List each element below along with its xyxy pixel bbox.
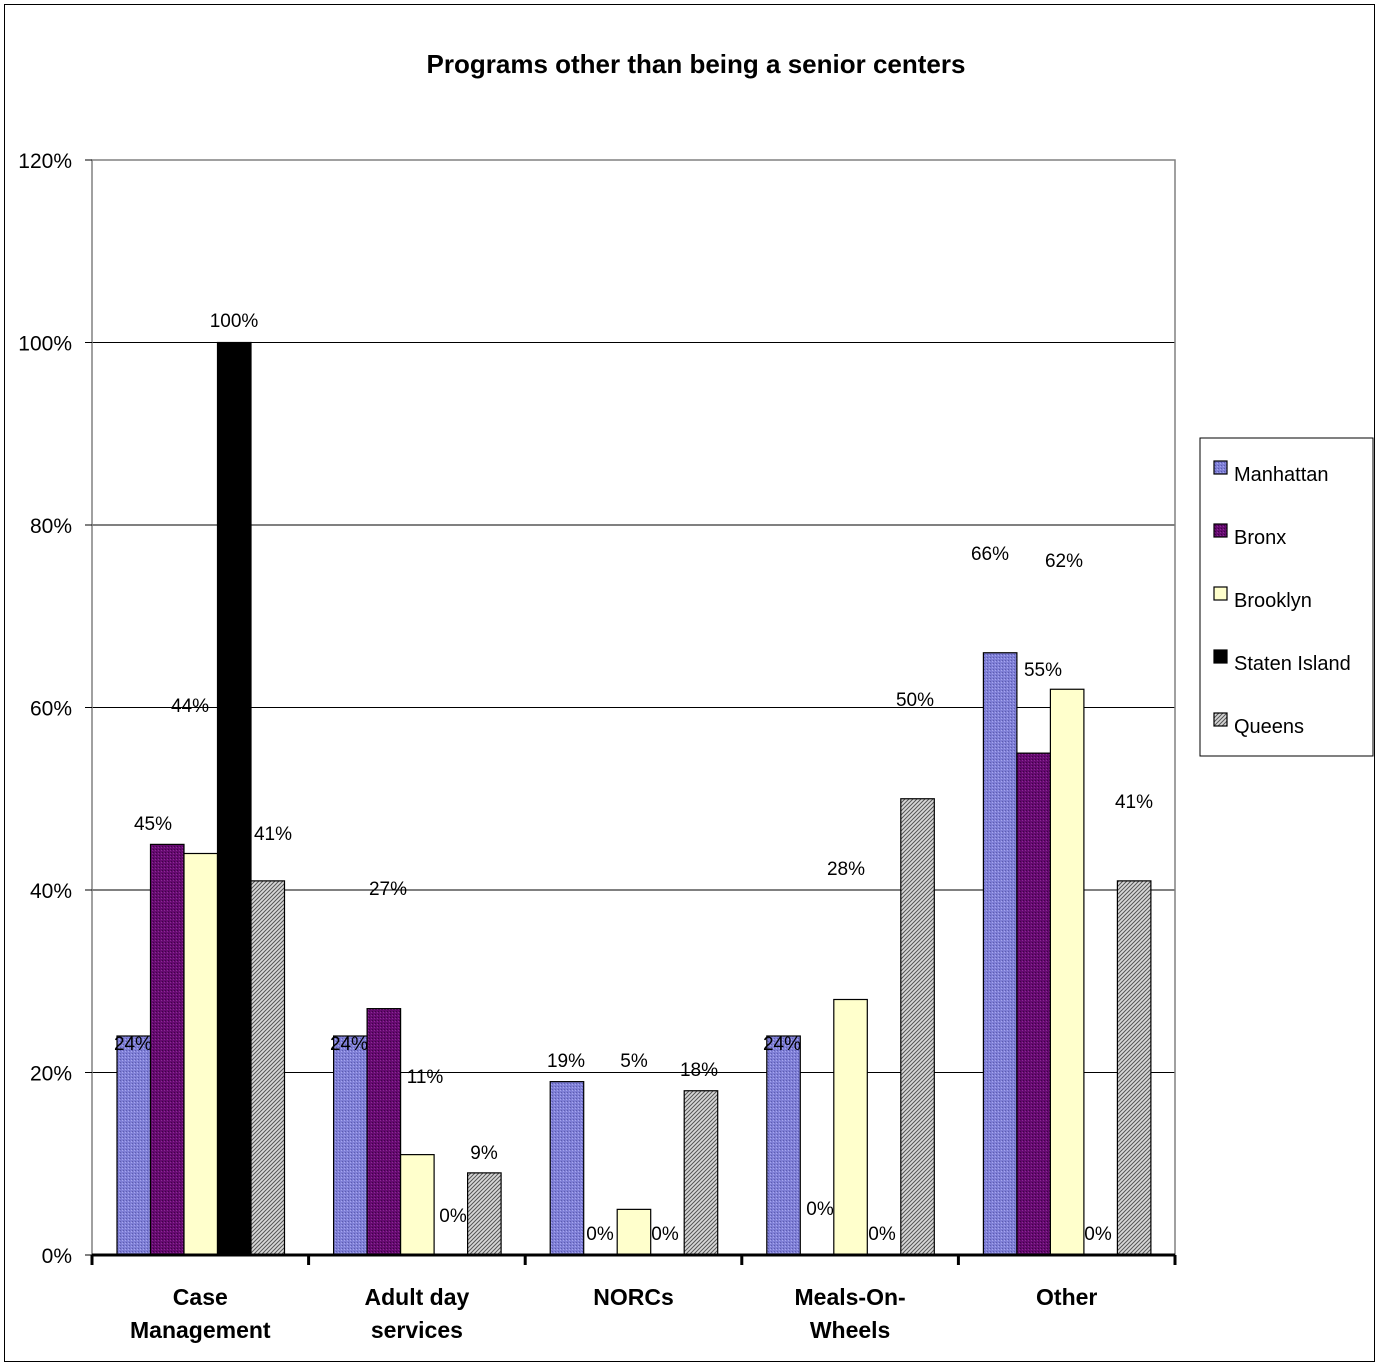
- legend-label: Staten Island: [1234, 653, 1351, 675]
- bar-brooklyn: [833, 998, 868, 1256]
- bar-brooklyn: [400, 1154, 435, 1256]
- legend-swatch: [1213, 586, 1228, 601]
- data-label: 24%: [330, 1034, 368, 1055]
- data-label: 5%: [620, 1051, 648, 1072]
- data-label: 11%: [407, 1067, 444, 1088]
- legend-box: [1199, 437, 1374, 757]
- legend-swatch: [1213, 523, 1228, 538]
- legend-swatch: [1213, 460, 1228, 475]
- bar-queens: [900, 798, 935, 1256]
- y-tick-label: 0%: [42, 1245, 72, 1268]
- data-label: 44%: [171, 696, 209, 717]
- x-tick-label: Case: [173, 1284, 228, 1310]
- legend-label: Bronx: [1234, 527, 1286, 549]
- chart-title: Programs other than being a senior cente…: [427, 49, 966, 79]
- data-label: 0%: [586, 1224, 614, 1245]
- bar-manhattan: [116, 1035, 152, 1256]
- data-label: 0%: [868, 1224, 896, 1245]
- data-label: 0%: [1084, 1224, 1112, 1245]
- y-tick-label: 60%: [30, 698, 72, 721]
- data-label: 0%: [439, 1206, 467, 1227]
- bar-manhattan: [549, 1081, 585, 1256]
- data-label: 28%: [827, 859, 865, 880]
- data-label: 45%: [134, 814, 172, 835]
- data-label: 18%: [680, 1060, 718, 1081]
- legend-swatch: [1213, 649, 1228, 664]
- y-tick-label: 120%: [18, 150, 72, 173]
- bar-brooklyn: [1049, 688, 1085, 1256]
- bar-queens: [1116, 880, 1152, 1256]
- bar-bronx: [149, 843, 185, 1256]
- bar-queens: [467, 1172, 502, 1256]
- bar-bronx: [366, 1008, 402, 1256]
- data-label: 50%: [896, 690, 934, 711]
- data-label: 9%: [470, 1143, 498, 1164]
- legend-label: Manhattan: [1234, 464, 1329, 486]
- data-label: 41%: [1115, 792, 1153, 813]
- bar-manhattan: [982, 652, 1018, 1256]
- data-label: 55%: [1024, 660, 1062, 681]
- bar-manhattan: [333, 1035, 368, 1256]
- data-label: 66%: [971, 544, 1009, 565]
- data-label: 100%: [210, 311, 259, 332]
- y-tick-label: 100%: [18, 333, 72, 356]
- data-label: 0%: [651, 1224, 679, 1245]
- data-label: 62%: [1045, 551, 1083, 572]
- legend-swatch: [1213, 712, 1228, 727]
- x-tick-label: Management: [130, 1317, 271, 1343]
- bar-queens: [250, 880, 286, 1256]
- x-tick-label: Wheels: [810, 1317, 891, 1343]
- legend: Manhattan Bronx Brooklyn Staten Island Queen…: [1199, 437, 1374, 757]
- data-label: 27%: [369, 879, 407, 900]
- x-axis: Case Management Adult day services NORCs Meal…: [90, 1253, 1177, 1343]
- data-labels: 24% 24% 19% 24% 66% 45% 27% 0% 0% 55% 44% 11% 5% 28% 6…: [114, 311, 1153, 1245]
- x-tick-label: services: [371, 1317, 463, 1343]
- bar-bronx: [1016, 752, 1052, 1256]
- data-label: 19%: [547, 1051, 585, 1072]
- data-label: 24%: [114, 1034, 152, 1055]
- bars: [116, 341, 1152, 1256]
- bar-brooklyn: [183, 852, 219, 1256]
- data-label: 0%: [806, 1199, 834, 1220]
- bar-queens: [683, 1090, 719, 1256]
- bar-staten-island: [216, 341, 252, 1256]
- data-label: 24%: [763, 1034, 801, 1055]
- y-tick-label: 40%: [30, 880, 72, 903]
- data-label: 41%: [254, 824, 292, 845]
- bar-brooklyn: [616, 1208, 652, 1256]
- legend-label: Queens: [1234, 716, 1304, 738]
- legend-label: Brooklyn: [1234, 590, 1312, 612]
- bar-manhattan: [766, 1035, 801, 1256]
- y-tick-label: 20%: [30, 1063, 72, 1086]
- x-tick-label: Other: [1036, 1284, 1097, 1310]
- x-tick-label: Meals-On-: [795, 1284, 906, 1310]
- y-tick-label: 80%: [30, 515, 72, 538]
- x-tick-label: Adult day: [365, 1284, 470, 1310]
- y-axis: 0% 20% 40% 60% 80% 100% 120%: [18, 150, 92, 1268]
- x-tick-label: NORCs: [593, 1284, 674, 1310]
